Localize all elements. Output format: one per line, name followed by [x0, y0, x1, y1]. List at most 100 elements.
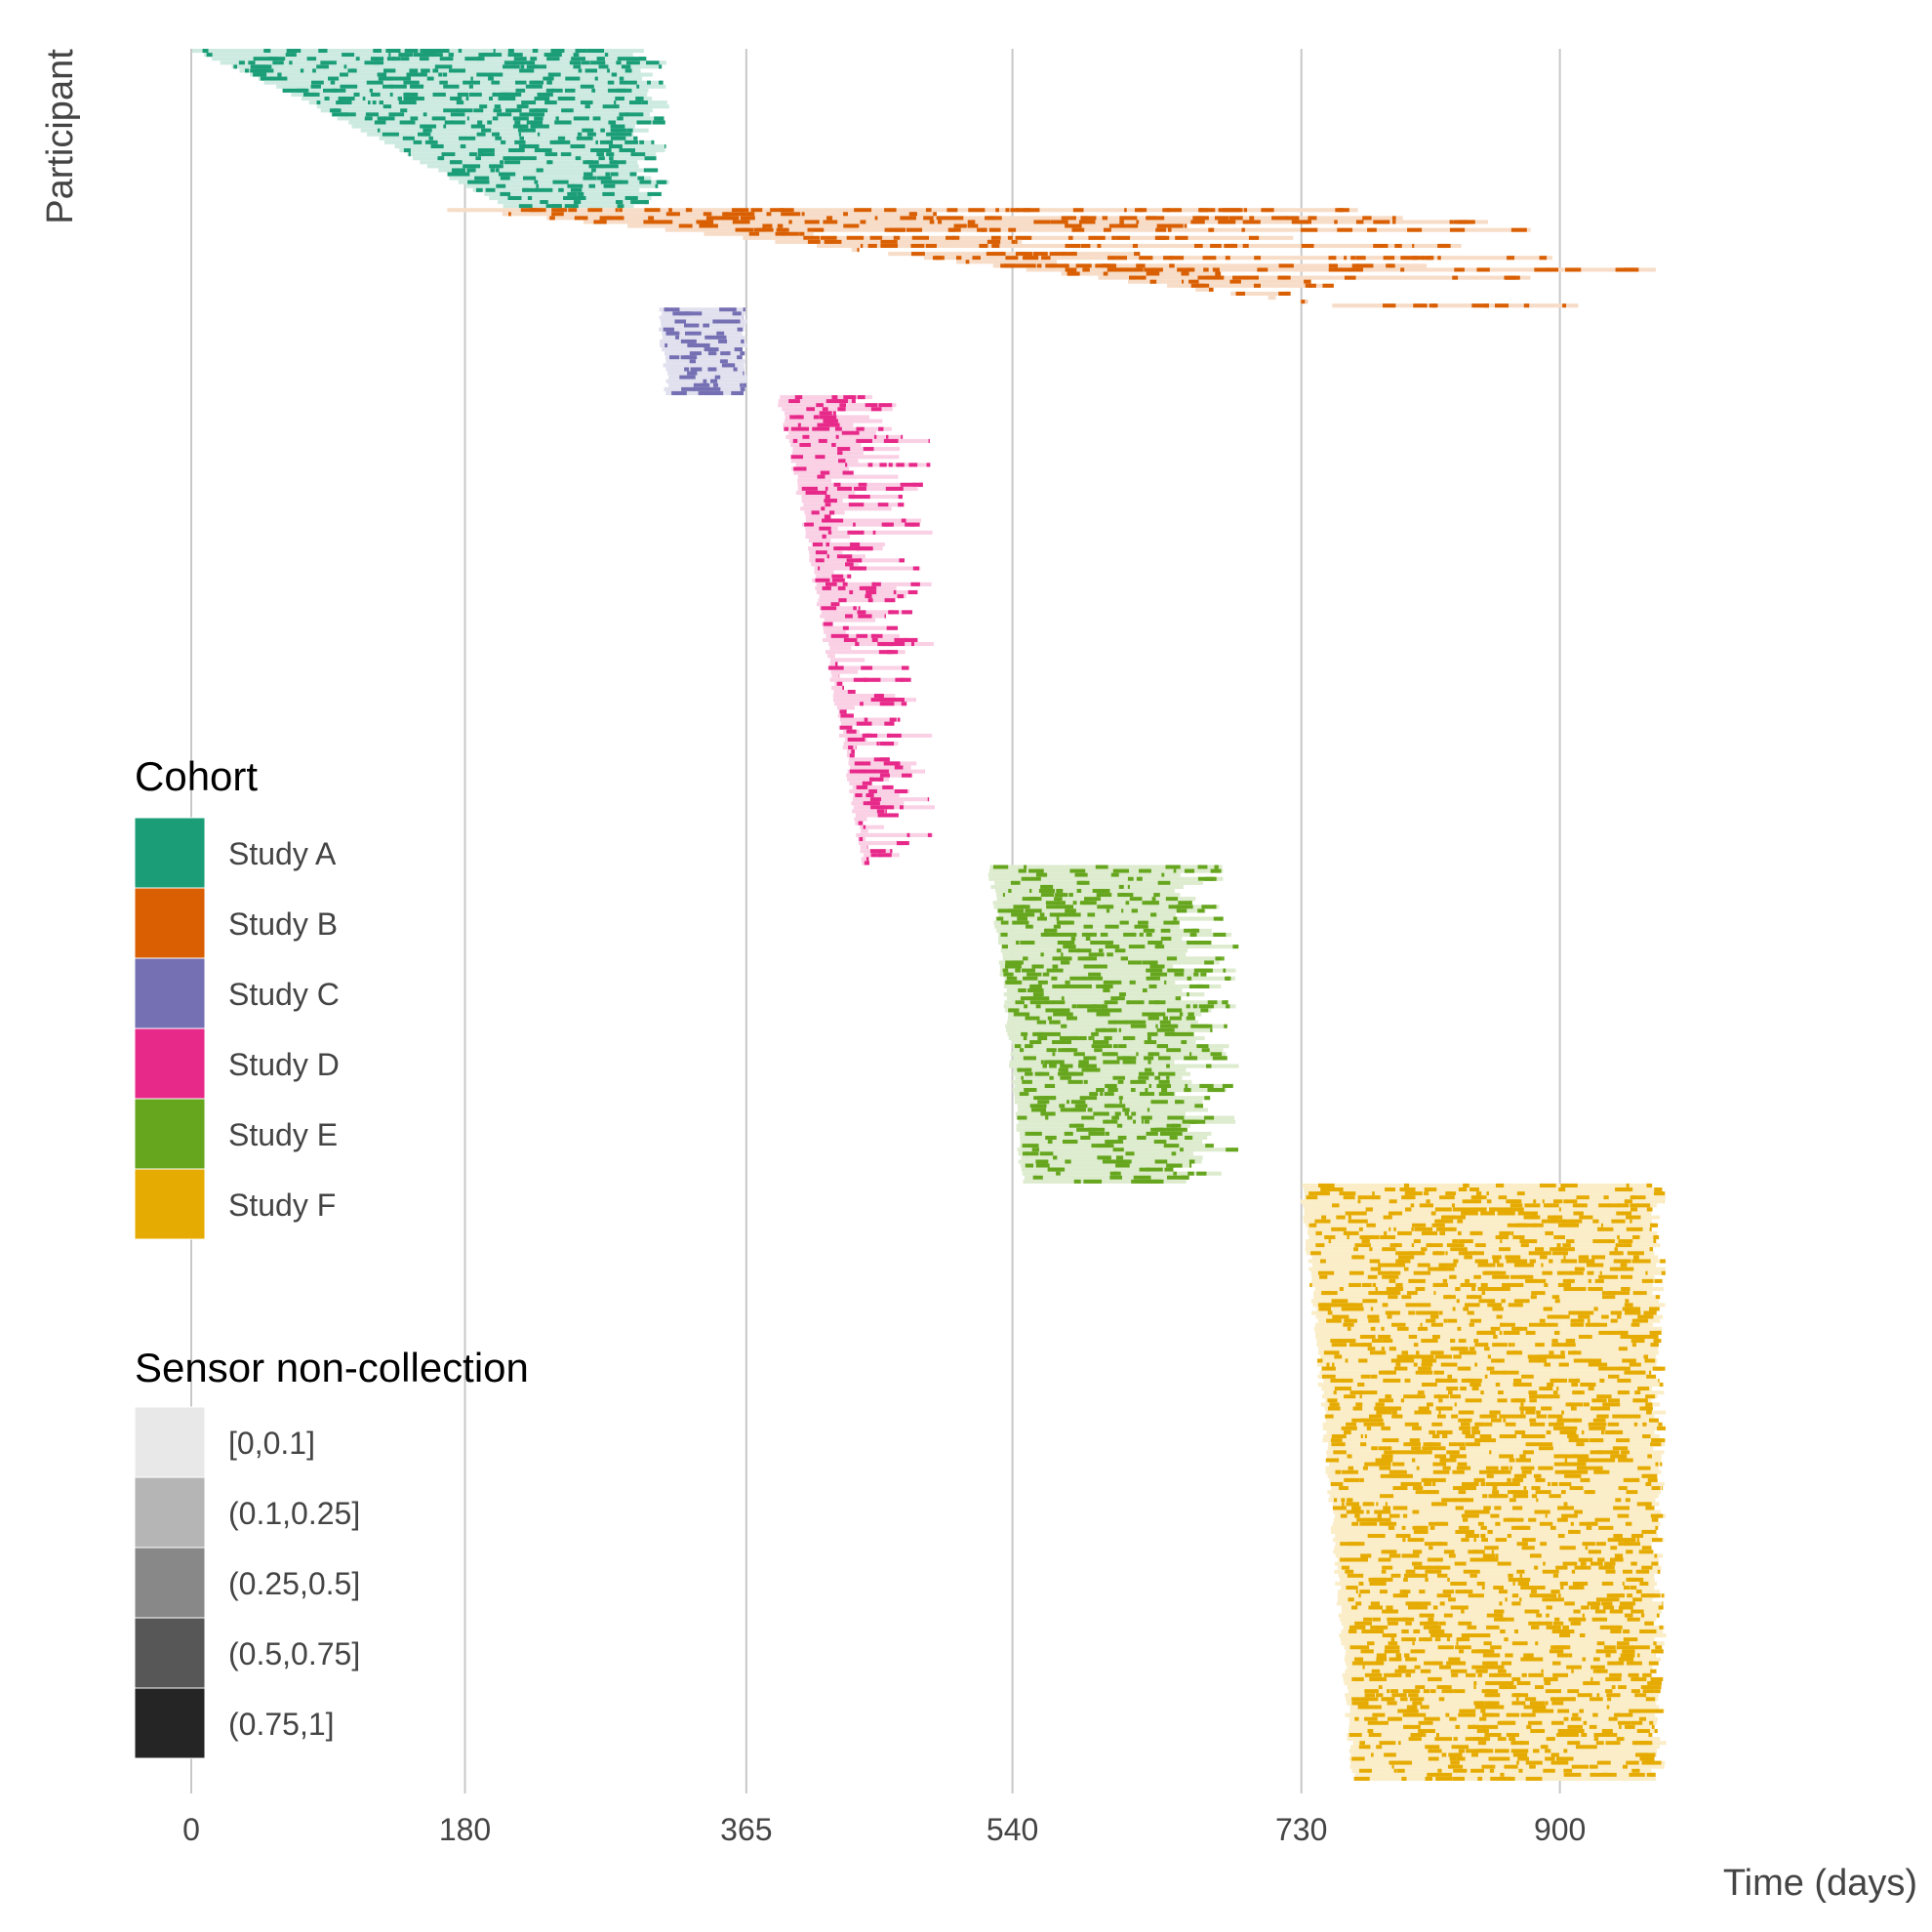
collection-segment [684, 331, 702, 336]
collection-segment [932, 256, 943, 261]
collection-segment [1627, 1593, 1632, 1598]
collection-segment [1346, 1422, 1357, 1427]
collection-segment [1169, 256, 1185, 261]
collection-segment [1136, 876, 1143, 881]
collection-segment [1049, 252, 1067, 257]
collection-segment [658, 180, 665, 184]
collection-segment [593, 132, 596, 137]
collection-segment [1466, 1672, 1476, 1677]
collection-segment [1476, 267, 1490, 272]
collection-segment [1421, 1339, 1438, 1344]
collection-segment [1550, 1525, 1556, 1530]
collection-segment [1321, 1366, 1334, 1371]
collection-segment [1531, 1625, 1540, 1630]
collection-segment [400, 108, 408, 113]
collection-segment [1618, 1458, 1633, 1463]
collection-segment [1506, 1199, 1520, 1204]
collection-segment [869, 235, 883, 240]
collection-segment [853, 677, 868, 682]
collection-segment [1404, 1422, 1420, 1427]
collection-segment [463, 80, 481, 85]
collection-segment [1521, 1259, 1528, 1264]
participant-row [1304, 1191, 1666, 1196]
collection-segment [1412, 1573, 1429, 1578]
collection-segment [1578, 1314, 1590, 1319]
collection-segment [1351, 1605, 1358, 1610]
collection-segment [1448, 1215, 1466, 1220]
collection-segment [1555, 1565, 1568, 1570]
collection-segment [362, 96, 366, 101]
collection-segment [1516, 1191, 1525, 1196]
collection-segment [1102, 1159, 1120, 1164]
collection-segment [1454, 1454, 1467, 1459]
collection-segment [870, 853, 877, 858]
participant-row [663, 363, 745, 368]
collection-segment [1358, 1227, 1363, 1231]
collection-segment [1567, 1724, 1583, 1729]
collection-segment [668, 208, 672, 213]
collection-segment [1249, 216, 1255, 221]
collection-segment [1117, 1079, 1124, 1084]
collection-segment [1475, 1422, 1493, 1427]
collection-segment [1414, 1712, 1427, 1717]
collection-segment [1327, 1310, 1333, 1315]
participant-row [996, 893, 1181, 898]
collection-segment [492, 132, 500, 137]
collection-segment [1155, 945, 1165, 949]
collection-segment [1493, 1586, 1505, 1590]
collection-segment [1579, 1215, 1593, 1220]
collection-segment [1350, 256, 1356, 261]
collection-segment [979, 243, 988, 249]
collection-segment [901, 434, 904, 439]
collection-segment [1453, 1768, 1468, 1773]
collection-segment [1142, 960, 1158, 965]
collection-segment [1587, 1270, 1594, 1275]
collection-segment [1481, 1557, 1499, 1562]
non-collection-legend: Sensor non-collection [0,0.1](0.1,0.25](… [134, 1345, 529, 1759]
collection-segment [1026, 924, 1033, 929]
collection-segment [1198, 208, 1203, 213]
collection-segment [1031, 1107, 1045, 1112]
collection-segment [1523, 1486, 1527, 1491]
collection-segment [1108, 223, 1125, 228]
collection-segment [831, 442, 836, 448]
collection-segment [1417, 1390, 1425, 1395]
collection-segment [1461, 1538, 1469, 1543]
collection-segment [1347, 1498, 1351, 1503]
collection-segment [1418, 1720, 1433, 1725]
collection-segment [840, 713, 854, 718]
collection-segment [318, 49, 328, 54]
collection-segment [1115, 1163, 1130, 1168]
collection-segment [1467, 1625, 1477, 1630]
collection-segment [1477, 1672, 1483, 1677]
collection-segment [1650, 1223, 1656, 1228]
collection-segment [1461, 1422, 1470, 1427]
collection-segment [1168, 1163, 1183, 1168]
collection-segment [1521, 1434, 1534, 1439]
participant-row [1335, 1581, 1658, 1587]
collection-segment [1495, 1382, 1501, 1388]
collection-segment [902, 665, 909, 670]
collection-segment [1577, 1458, 1589, 1463]
collection-segment [372, 101, 377, 105]
collection-segment [1193, 243, 1203, 249]
collection-segment [475, 187, 483, 192]
participant-row [407, 152, 657, 157]
collection-segment [1075, 263, 1092, 268]
collection-segment [1357, 1195, 1375, 1200]
collection-segment [570, 143, 585, 149]
collection-segment [1157, 1056, 1171, 1061]
collection-segment [807, 239, 821, 244]
participant-row [780, 395, 872, 400]
collection-segment [993, 227, 1001, 232]
participant-row [1017, 1147, 1239, 1152]
collection-segment [1224, 1024, 1228, 1028]
collection-segment [1424, 1191, 1429, 1196]
collection-segment [1544, 1203, 1554, 1208]
collection-segment [1469, 1557, 1484, 1562]
collection-segment [1414, 1665, 1421, 1670]
collection-segment [610, 128, 627, 133]
collection-segment [602, 104, 620, 109]
collection-segment [1061, 996, 1065, 1001]
collection-segment [1207, 1088, 1226, 1093]
